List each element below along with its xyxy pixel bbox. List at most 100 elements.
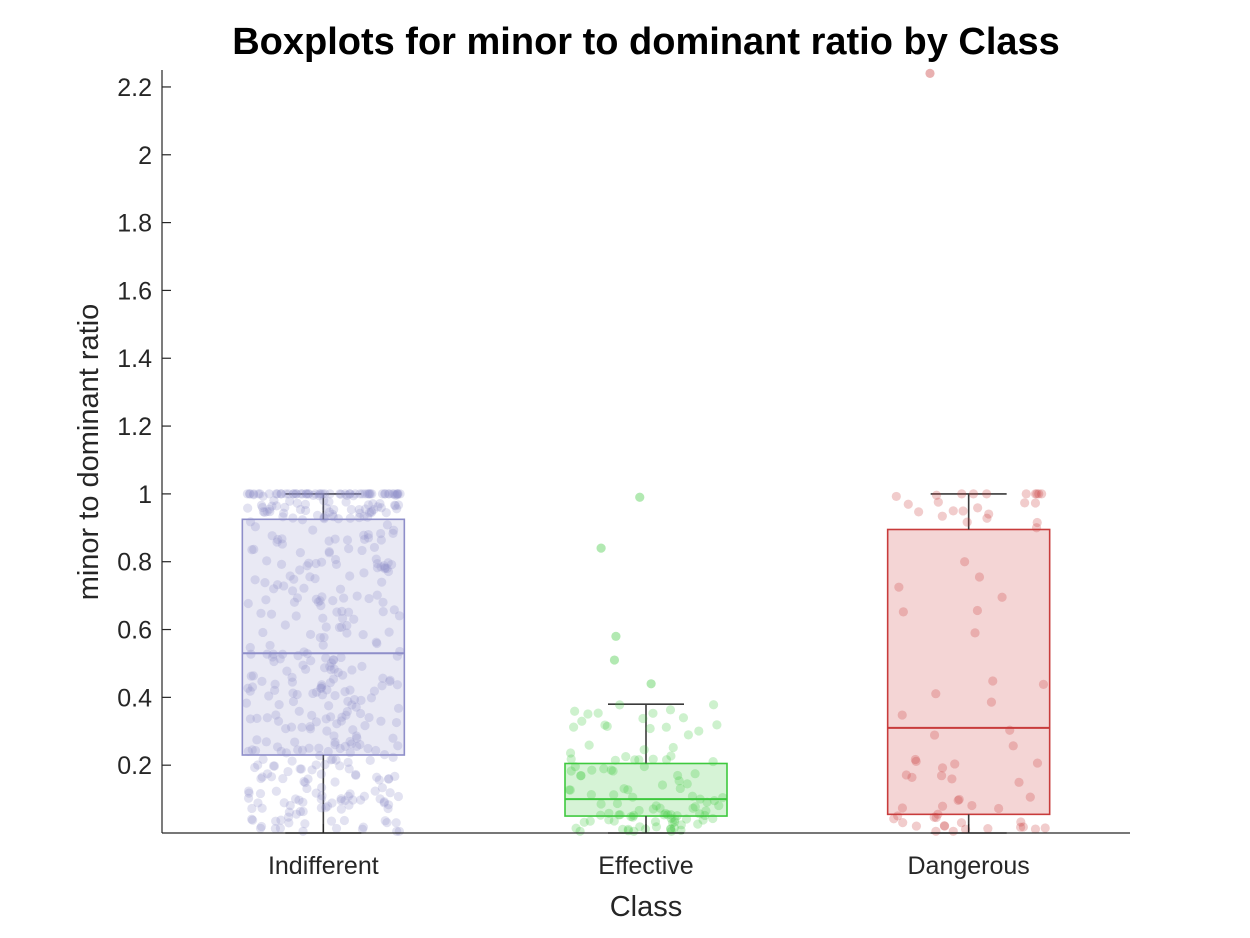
data-point [1031,523,1042,533]
data-point [316,803,326,813]
data-point [365,755,375,765]
data-point [577,716,587,726]
data-point [307,710,317,720]
data-point [250,575,260,585]
data-point [328,512,338,522]
data-point [318,613,328,623]
data-point [660,808,671,819]
data-point [267,501,277,511]
data-point [244,788,254,798]
data-point [330,534,340,544]
data-point [380,563,390,573]
data-point [356,695,366,705]
data-point [366,693,377,703]
data-point [933,809,943,819]
data-point [348,795,358,805]
data-point [316,794,326,804]
data-point [266,772,277,782]
data-point [682,779,692,789]
data-point [279,798,289,808]
data-point [583,709,593,719]
data-point [319,663,330,673]
data-point [365,489,375,499]
data-point [313,597,323,607]
data-point [245,714,255,724]
data-point [320,489,330,499]
data-point [271,786,281,796]
data-point [278,773,288,784]
data-point [264,691,274,701]
data-point [576,771,586,781]
data-point [288,489,299,499]
data-point [275,654,285,664]
y-tick-label: 1 [138,481,152,509]
data-point [657,780,668,790]
data-point [245,642,255,653]
data-point [271,816,281,826]
data-point [324,536,334,546]
data-point [328,509,338,519]
data-point [651,801,661,811]
data-point [639,761,649,772]
data-point [339,815,349,826]
data-point [255,823,266,833]
data-point [708,813,718,824]
data-point [335,489,345,499]
data-point [1030,498,1041,508]
data-point [330,740,340,750]
data-point [343,607,354,617]
data-point [298,806,308,817]
data-point [669,823,679,833]
chart-title: Boxplots for minor to dominant ratio by … [232,21,1060,63]
data-point [988,676,998,686]
data-point [316,557,327,567]
data-point [270,685,280,695]
data-point [393,791,404,802]
data-point [587,765,597,775]
data-point [297,722,307,732]
data-point [247,814,257,824]
data-point [304,489,314,499]
data-point [377,681,387,691]
data-point [272,537,282,547]
y-tick-label: 1.4 [117,345,152,373]
data-point [345,513,355,523]
x-tick-label: Dangerous [908,852,1030,880]
data-point [931,812,941,823]
y-tick-label: 0.4 [117,684,152,712]
data-point [250,522,260,532]
data-point [1038,679,1049,690]
data-point [282,666,292,676]
data-point [271,710,281,720]
data-point [898,607,908,617]
data-point [317,791,327,801]
data-point [258,507,269,517]
data-point [249,489,259,499]
data-point [351,770,361,781]
data-point [968,489,979,499]
data-point [1014,777,1024,787]
data-point [369,686,379,696]
data-point [330,690,340,701]
data-point [347,700,357,710]
data-point [319,496,329,506]
data-point [937,801,948,811]
data-point [336,652,346,663]
data-point [374,775,384,785]
data-point [629,826,639,836]
data-point [257,772,267,782]
data-point [634,805,644,816]
data-point [377,577,387,587]
data-point [389,489,399,499]
data-point [325,678,335,688]
data-point [262,556,272,566]
data-point [332,607,342,617]
data-point [385,788,395,798]
data-point [301,505,311,516]
data-point [615,700,625,710]
data-point [614,810,624,820]
data-point [384,774,394,784]
data-point [329,655,339,665]
data-point [384,489,394,499]
